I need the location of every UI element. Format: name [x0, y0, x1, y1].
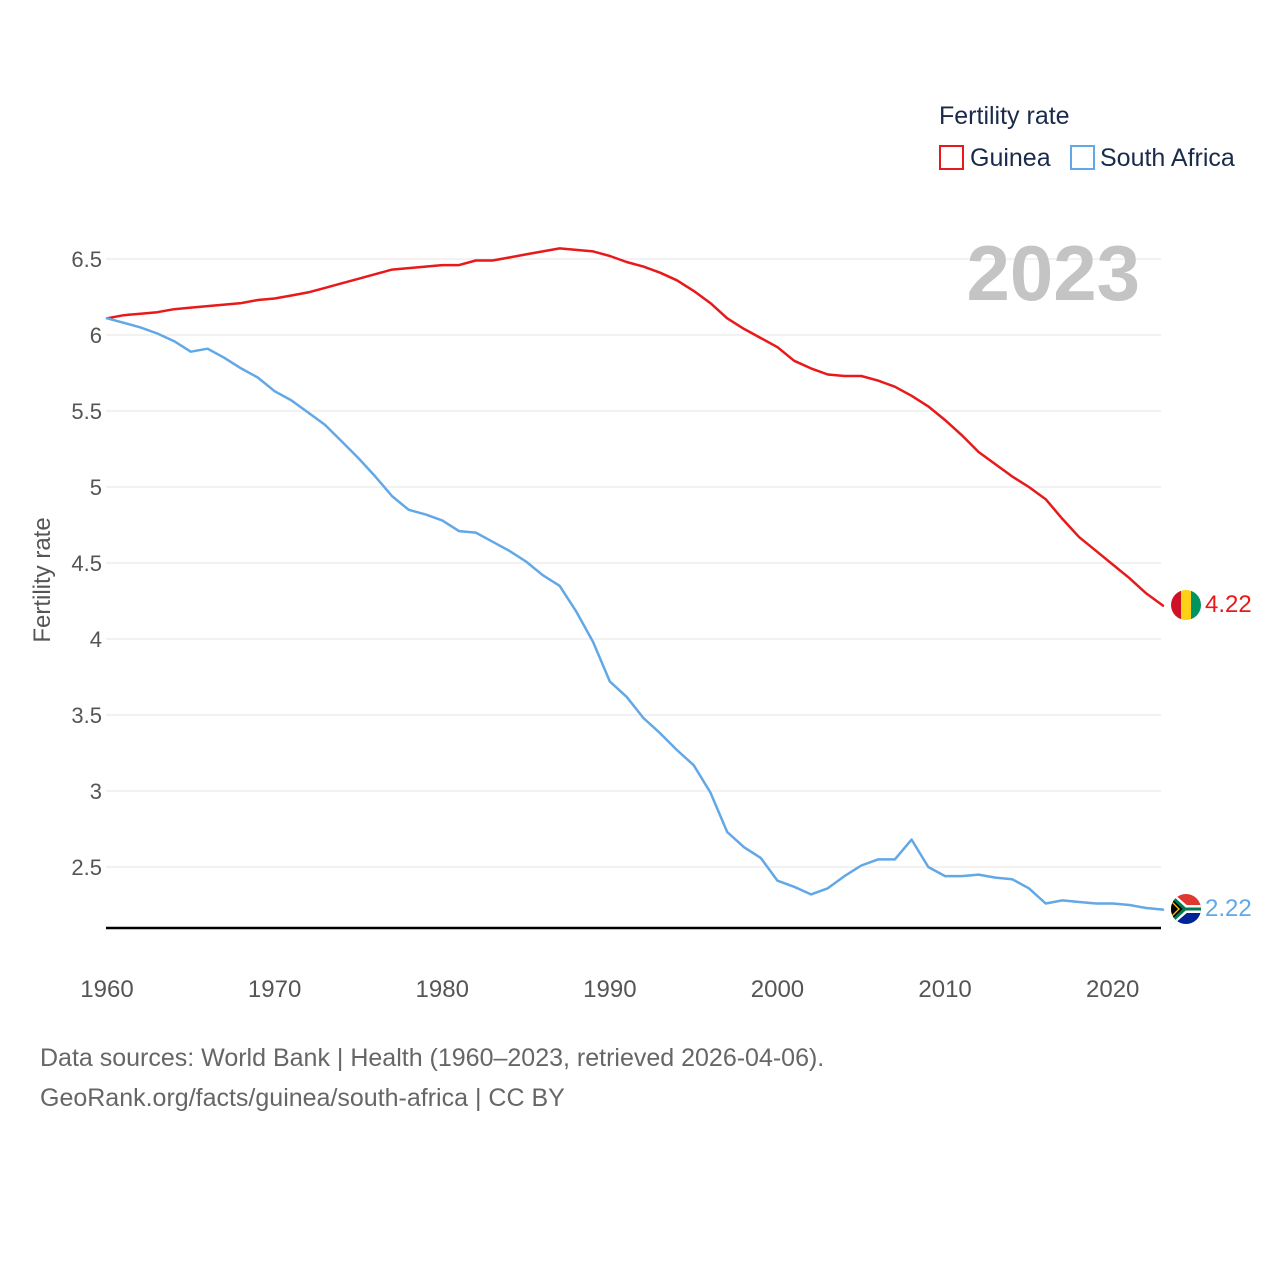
south-africa-end-value: 2.22 [1205, 895, 1252, 922]
series-line-south-africa [105, 317, 1165, 911]
y-tick-label: 4.5 [71, 551, 102, 576]
y-tick-label: 6 [90, 323, 102, 348]
series-lines [105, 247, 1165, 911]
x-axis-ticks: 1960 1970 1980 1990 2000 2010 2020 [80, 976, 1139, 1003]
legend-swatch-guinea [939, 145, 964, 170]
x-tick-label: 1990 [583, 976, 636, 1003]
legend: Fertility rate Guinea South Africa [939, 102, 1235, 172]
legend-swatch-south-africa [1070, 145, 1095, 170]
legend-label-south-africa[interactable]: South Africa [1100, 144, 1235, 172]
guinea-flag-icon [1171, 590, 1201, 620]
y-tick-label: 2.5 [71, 855, 102, 880]
guinea-end-value: 4.22 [1205, 591, 1252, 618]
x-tick-label: 2000 [751, 976, 804, 1003]
attribution-link[interactable]: GeoRank.org/facts/guinea/south-africa | … [40, 1084, 565, 1112]
x-tick-label: 1960 [80, 976, 133, 1003]
south-africa-flag-icon [1171, 894, 1201, 924]
y-tick-label: 3.5 [71, 703, 102, 728]
legend-title: Fertility rate [939, 102, 1070, 130]
legend-label-guinea[interactable]: Guinea [970, 144, 1051, 172]
y-tick-label: 5.5 [71, 399, 102, 424]
x-tick-label: 1970 [248, 976, 301, 1003]
y-tick-label: 4 [90, 627, 102, 652]
line-chart: 2.5 3 3.5 4 4.5 5 5.5 6 6.5 1960 1970 1980 1990 2000… [29, 102, 1252, 1003]
x-tick-label: 2010 [918, 976, 971, 1003]
data-source-note: Data sources: World Bank | Health (1960–… [40, 1044, 825, 1072]
gridlines [106, 258, 1161, 868]
x-tick-label: 1980 [416, 976, 469, 1003]
y-tick-label: 6.5 [71, 247, 102, 272]
y-axis-ticks: 2.5 3 3.5 4 4.5 5 5.5 6 6.5 [71, 247, 102, 880]
y-tick-label: 3 [90, 779, 102, 804]
y-axis-label: Fertility rate [29, 517, 56, 642]
series-line-guinea [105, 247, 1165, 607]
year-label: 2023 [966, 229, 1140, 317]
x-tick-label: 2020 [1086, 976, 1139, 1003]
y-tick-label: 5 [90, 475, 102, 500]
